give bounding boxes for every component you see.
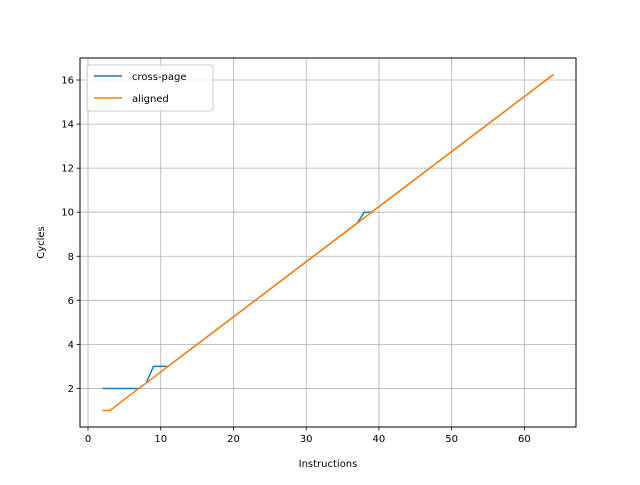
x-tick-label: 60 [518, 434, 531, 445]
x-tick-label: 0 [85, 434, 91, 445]
legend-label-aligned: aligned [132, 94, 169, 105]
x-tick-label: 40 [373, 434, 386, 445]
legend: cross-page aligned [86, 64, 214, 112]
series-line-aligned [102, 73, 554, 412]
y-tick-label: 12 [61, 164, 74, 175]
x-tick-label: 50 [445, 434, 458, 445]
y-tick-label: 16 [61, 76, 74, 87]
x-axis-label: Instructions [299, 459, 358, 470]
plot-frame [79, 57, 577, 428]
y-axis-label: Cycles [36, 226, 47, 259]
y-tick-label: 4 [68, 340, 74, 351]
y-tick-label: 8 [68, 252, 74, 263]
grid-lines [80, 58, 576, 427]
series-lines [102, 73, 554, 412]
y-tick-label: 10 [61, 208, 74, 219]
axis-ticks: 0 10 20 30 40 50 60 2 4 6 8 10 12 14 16 [61, 76, 530, 445]
y-tick-label: 2 [68, 384, 74, 395]
series-line-cross-page [102, 73, 554, 390]
y-tick-label: 14 [61, 120, 74, 131]
x-tick-label: 30 [300, 434, 313, 445]
y-tick-label: 6 [68, 296, 74, 307]
legend-label-cross-page: cross-page [132, 72, 187, 83]
x-tick-label: 20 [227, 434, 240, 445]
x-tick-label: 10 [154, 434, 167, 445]
